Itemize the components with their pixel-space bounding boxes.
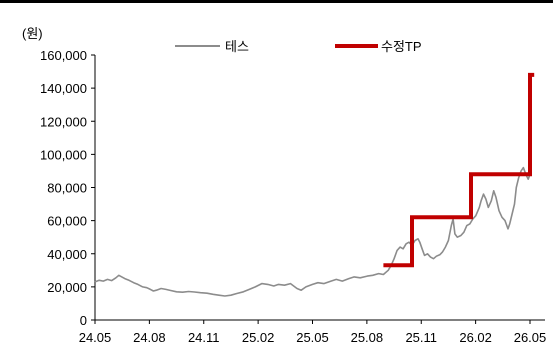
y-tick-label: 60,000: [47, 214, 87, 229]
legend-label-tp: 수정TP: [381, 39, 422, 54]
x-tick-label: 26.05: [514, 330, 547, 345]
top-rule: [0, 0, 553, 3]
x-tick-label: 25.11: [405, 330, 437, 345]
series-group: [94, 72, 535, 297]
x-tick-label: 26.02: [459, 330, 492, 345]
y-tick-label: 100,000: [40, 147, 87, 162]
legend-label-tes: 테스: [225, 39, 249, 54]
x-tick-label: 25.08: [351, 330, 384, 345]
legend: 테스 수정TP: [175, 39, 422, 54]
series-line-target-price: [383, 72, 535, 268]
series-line-tes: [94, 166, 532, 297]
x-tick-label: 25.05: [296, 330, 329, 345]
y-tick-label: 120,000: [40, 114, 87, 129]
y-tick-label: 0: [80, 313, 87, 328]
y-tick-label: 40,000: [47, 247, 87, 262]
y-unit-label: (원): [22, 26, 43, 41]
x-ticks: 24.05 24.08 24.11 25.02 25.05 25.08 25.11 26.02…: [79, 320, 547, 345]
y-ticks: 0 20,000 40,000 60,000 80,000 100,000 120,000 1…: [40, 48, 95, 328]
y-tick-label: 140,000: [40, 81, 87, 96]
x-tick-label: 24.11: [188, 330, 220, 345]
y-tick-label: 20,000: [47, 280, 87, 295]
x-tick-label: 24.05: [79, 330, 112, 345]
x-tick-label: 24.08: [133, 330, 166, 345]
x-tick-label: 25.02: [242, 330, 275, 345]
y-tick-label: 160,000: [40, 48, 87, 63]
y-tick-label: 80,000: [47, 181, 87, 196]
